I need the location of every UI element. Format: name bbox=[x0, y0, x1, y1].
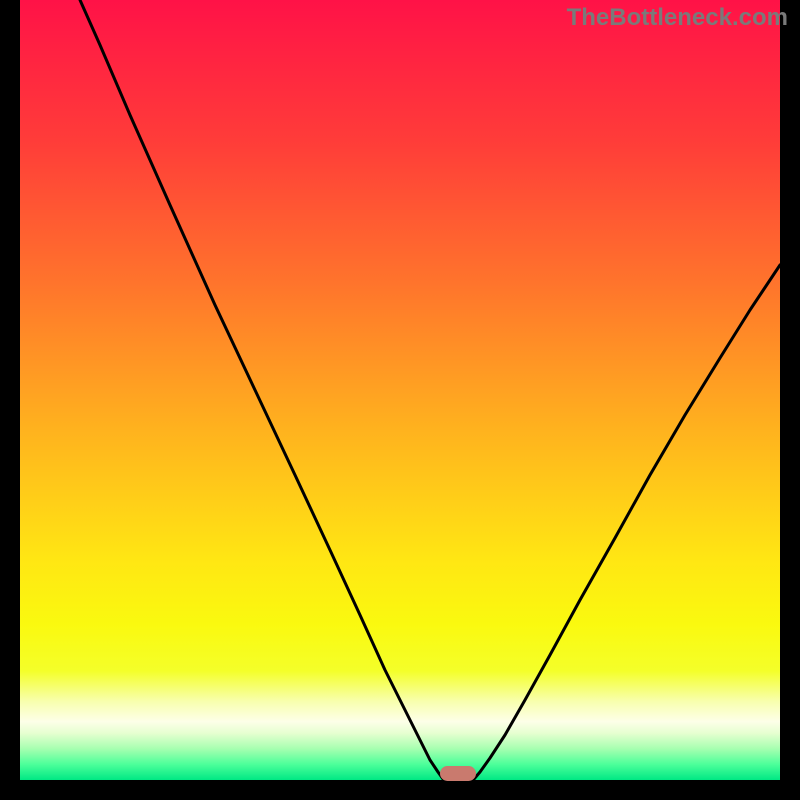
watermark-text: TheBottleneck.com bbox=[567, 4, 788, 32]
optimal-point-marker bbox=[440, 766, 476, 781]
bottleneck-curve bbox=[20, 0, 780, 780]
chart-frame: TheBottleneck.com bbox=[0, 0, 800, 800]
plot-area bbox=[20, 0, 780, 780]
